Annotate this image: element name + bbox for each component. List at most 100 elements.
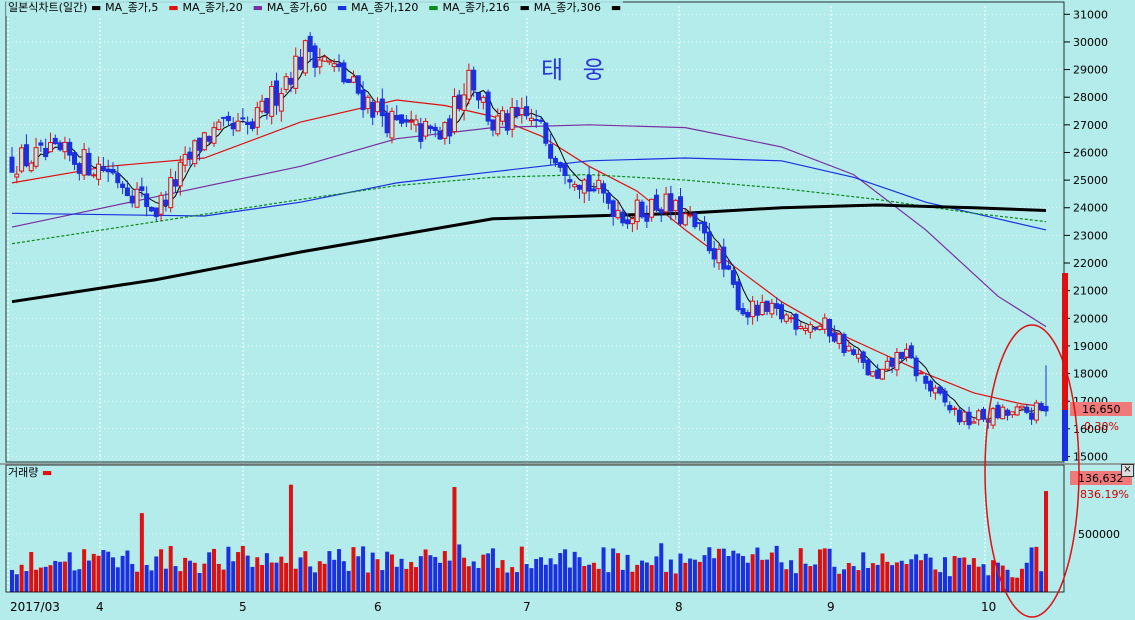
candle-body <box>788 317 794 320</box>
volume-bar <box>582 566 587 592</box>
volume-bar <box>875 564 880 592</box>
candle-body <box>918 372 924 375</box>
volume-bar <box>356 556 361 592</box>
volume-bar <box>115 567 120 592</box>
volume-bar <box>159 549 164 592</box>
legend-entry-0: ▬ MA_종가,5 <box>91 1 159 14</box>
candle-body <box>14 173 20 178</box>
volume-bar <box>279 556 284 592</box>
volume-bar <box>625 554 630 592</box>
candle-body <box>500 110 506 122</box>
volume-bar <box>683 562 688 592</box>
volume-bar <box>991 560 996 592</box>
volume-bar <box>91 553 96 592</box>
candle-body <box>620 211 626 224</box>
candle-body <box>173 179 179 187</box>
candle-body <box>105 168 111 173</box>
volume-bar <box>207 552 212 592</box>
volume-bar <box>505 572 510 592</box>
price-tick-label: 27000 <box>1073 119 1108 132</box>
current-volume-label: 136,632 <box>1078 472 1124 485</box>
candle-body <box>144 193 150 208</box>
volume-bar <box>1005 569 1010 592</box>
candle-body <box>182 153 188 166</box>
volume-bars <box>10 484 1048 592</box>
candle-body <box>57 142 63 151</box>
volume-bar <box>750 554 755 592</box>
volume-bar <box>1000 565 1005 592</box>
volume-bar <box>197 572 202 592</box>
volume-bar <box>976 566 981 592</box>
candle-body <box>47 142 53 153</box>
volume-bar <box>110 557 115 592</box>
legend-label: MA_종가,5 <box>105 1 159 14</box>
candle-body <box>124 187 130 197</box>
volume-bar <box>86 560 91 592</box>
candle-body <box>697 222 703 225</box>
legend-label: MA_종가,60 <box>266 1 328 14</box>
candle-body <box>860 351 866 363</box>
candle-body <box>274 80 280 106</box>
candle-body <box>485 91 491 122</box>
price-tick-label: 30000 <box>1073 36 1108 49</box>
candle-body <box>601 183 607 194</box>
candle-body <box>591 188 597 192</box>
candle-body <box>216 121 222 130</box>
volume-bar <box>389 554 394 592</box>
candle-body <box>1033 402 1039 421</box>
candle-body <box>952 407 958 410</box>
volume-bar <box>760 559 765 592</box>
volume-bar <box>452 487 457 592</box>
volume-bar <box>120 555 125 592</box>
volume-bar <box>745 562 750 592</box>
volume-bar <box>332 559 337 592</box>
volume-bar <box>971 558 976 592</box>
volume-bar <box>144 565 149 592</box>
volume-bar <box>341 561 346 592</box>
candle-body <box>990 408 996 426</box>
price-range-bar-up <box>1062 273 1068 410</box>
candle-body <box>302 40 308 74</box>
legend-swatch: ▬ <box>90 1 106 14</box>
volume-bar <box>29 552 34 592</box>
volume-bar <box>192 562 197 592</box>
candle-body <box>96 163 102 180</box>
close-icon[interactable]: × <box>1121 464 1134 477</box>
volume-bar <box>438 562 443 592</box>
candle-body <box>836 333 842 344</box>
candle-body <box>740 308 746 315</box>
volume-bar <box>466 566 471 592</box>
candle-body <box>163 199 169 206</box>
volume-bar <box>558 553 563 592</box>
volume-bar <box>601 547 606 592</box>
volume-bar <box>707 547 712 592</box>
candle-body <box>956 409 962 423</box>
volume-bar <box>269 562 274 592</box>
volume-bar <box>981 564 986 592</box>
candle-body <box>365 96 371 110</box>
candle-body <box>86 152 92 176</box>
volume-bar <box>967 564 972 592</box>
candle-body <box>817 325 823 331</box>
candle-body <box>490 119 496 131</box>
volume-bar <box>447 560 452 592</box>
legend-label: MA_종가,216 <box>442 1 510 14</box>
volume-legend: 거래량 ▬ <box>8 466 53 480</box>
volume-bar <box>462 557 467 592</box>
candle-body <box>995 404 1001 419</box>
candle-body <box>504 113 510 131</box>
candle-body <box>259 100 265 112</box>
candle-body <box>480 96 486 103</box>
candle-body <box>764 300 770 312</box>
candle-body <box>831 332 837 342</box>
candle-body <box>115 173 121 184</box>
candle-body <box>673 199 679 212</box>
candle-body <box>730 270 736 285</box>
volume-bar <box>923 553 928 592</box>
candle-body <box>754 304 760 316</box>
legend-swatch: ▬ <box>607 1 622 14</box>
volume-bar <box>322 563 327 592</box>
candle-body <box>288 77 294 85</box>
